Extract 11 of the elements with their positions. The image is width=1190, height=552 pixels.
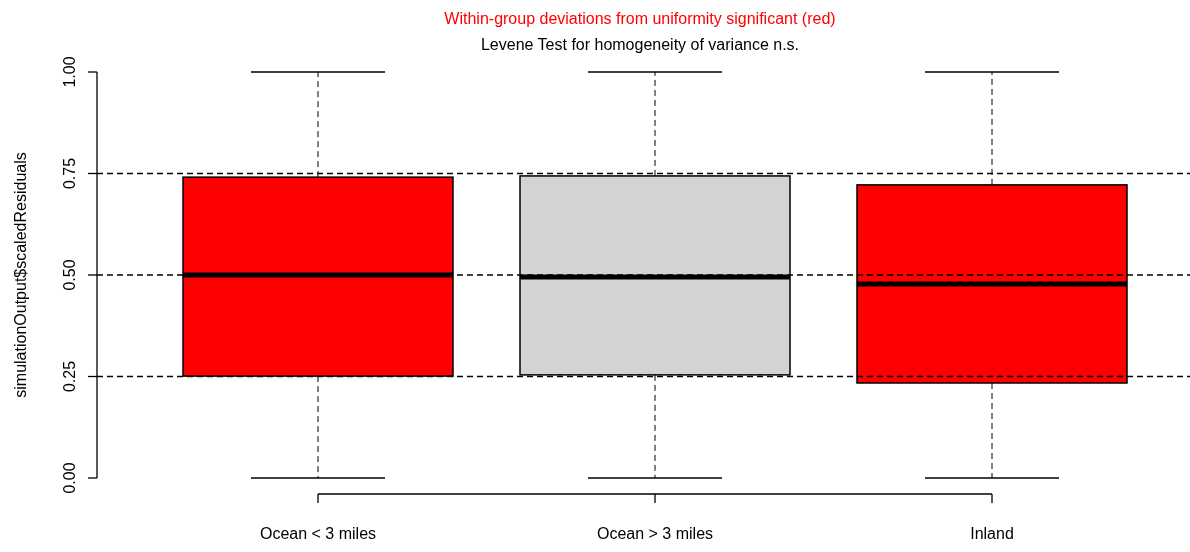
chart-subtitle: Levene Test for homogeneity of variance n.s. xyxy=(480,36,800,53)
x-tick-label: Inland xyxy=(970,525,1014,542)
y-tick-label: 0.75 xyxy=(61,157,78,190)
x-tick-label: Ocean < 3 miles xyxy=(259,525,377,542)
y-tick-label: 0.50 xyxy=(61,259,78,291)
x-tick-label: Ocean > 3 miles xyxy=(596,525,714,542)
y-tick-label: 1.00 xyxy=(61,56,78,88)
y-axis-title: simulationOutput$scaledResiduals xyxy=(12,152,29,398)
chart-title: Within-group deviations from uniformity significant (red) xyxy=(444,10,836,27)
y-tick-label: 0.25 xyxy=(61,360,78,393)
y-tick-label: 0.00 xyxy=(61,462,78,494)
